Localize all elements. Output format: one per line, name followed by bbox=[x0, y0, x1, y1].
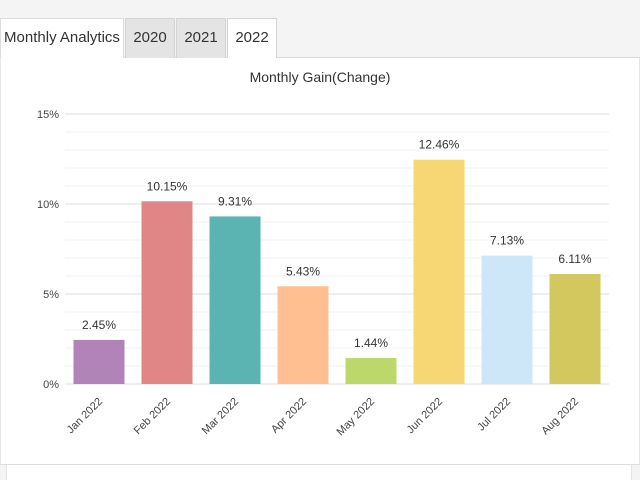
x-tick-label: Feb 2022 bbox=[132, 396, 173, 437]
tab-2021[interactable]: 2021 bbox=[176, 18, 226, 58]
bar-mar-2022[interactable] bbox=[209, 216, 261, 384]
bar-may-2022[interactable] bbox=[345, 358, 397, 384]
bar-jan-2022[interactable] bbox=[73, 339, 125, 384]
chart-panel: Monthly Gain(Change) 0% 5% 10% 15% 2.45% 10.… bbox=[0, 58, 640, 464]
data-label: 5.43% bbox=[286, 264, 320, 278]
x-tick-label: Aug 2022 bbox=[539, 396, 581, 438]
x-tick-label: Jun 2022 bbox=[405, 396, 445, 436]
chart-title: Monthly Gain(Change) bbox=[250, 69, 391, 85]
monthly-analytics-tab[interactable]: Monthly Analytics bbox=[0, 18, 124, 58]
bars bbox=[73, 159, 601, 384]
x-tick-label: Jan 2022 bbox=[65, 396, 105, 436]
bar-feb-2022[interactable] bbox=[141, 201, 193, 384]
x-tick-label: Mar 2022 bbox=[200, 396, 241, 437]
x-tick-label: Apr 2022 bbox=[269, 396, 309, 436]
x-axis: Jan 2022 Feb 2022 Mar 2022 Apr 2022 May 2022… bbox=[65, 396, 581, 439]
bar-jul-2022[interactable] bbox=[481, 255, 533, 384]
y-tick-label: 5% bbox=[43, 289, 59, 301]
data-label: 12.46% bbox=[419, 138, 460, 152]
bottom-panel-edge bbox=[6, 465, 632, 480]
data-label: 2.45% bbox=[82, 318, 116, 332]
y-tick-label: 15% bbox=[37, 109, 59, 121]
x-tick-label: Jul 2022 bbox=[475, 396, 513, 434]
y-tick-label: 0% bbox=[43, 379, 59, 391]
tab-bar: Monthly Analytics 2020 2021 2022 bbox=[0, 0, 640, 59]
x-tick-label: May 2022 bbox=[334, 396, 377, 439]
y-axis: 0% 5% 10% 15% bbox=[37, 109, 59, 391]
data-label: 1.44% bbox=[354, 336, 388, 350]
data-label: 6.11% bbox=[558, 252, 591, 266]
data-label: 7.13% bbox=[490, 234, 524, 248]
monthly-gain-chart: Monthly Gain(Change) 0% 5% 10% 15% 2.45% 10.… bbox=[37, 69, 609, 439]
data-label: 9.31% bbox=[218, 194, 252, 208]
y-tick-label: 10% bbox=[37, 199, 59, 211]
data-label: 10.15% bbox=[147, 179, 188, 193]
bottom-strip bbox=[0, 464, 640, 480]
tab-2022[interactable]: 2022 bbox=[227, 18, 277, 59]
data-labels: 2.45% 10.15% 9.31% 5.43% 1.44% 12.46% 7.13% 6.1… bbox=[82, 138, 592, 350]
bar-aug-2022[interactable] bbox=[549, 274, 601, 384]
bar-apr-2022[interactable] bbox=[277, 286, 329, 384]
bar-jun-2022[interactable] bbox=[413, 159, 465, 384]
tab-2020[interactable]: 2020 bbox=[125, 18, 175, 58]
